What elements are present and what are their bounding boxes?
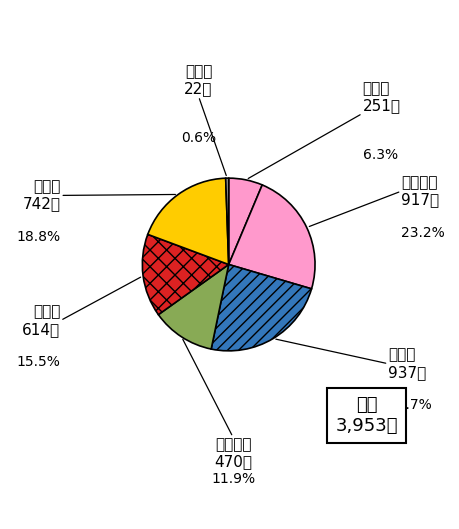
Text: 台湾籍
22件: 台湾籍 22件 [184, 63, 212, 96]
Wedge shape [158, 264, 228, 349]
Wedge shape [228, 178, 262, 264]
Text: 6.3%: 6.3% [362, 148, 397, 162]
Wedge shape [211, 264, 311, 351]
Text: 18.8%: 18.8% [16, 230, 60, 244]
Text: 合計
3,953件: 合計 3,953件 [335, 396, 397, 435]
Text: 中国籍
614件: 中国籍 614件 [22, 304, 60, 337]
Text: 11.9%: 11.9% [211, 472, 255, 486]
Text: その他
251件: その他 251件 [362, 81, 400, 113]
Text: 米国籍
937件: 米国籍 937件 [387, 348, 426, 380]
Text: 韓国籍
742件: 韓国籍 742件 [22, 179, 60, 212]
Wedge shape [142, 234, 228, 315]
Wedge shape [225, 178, 228, 264]
Text: 23.2%: 23.2% [401, 226, 444, 240]
Text: 0.6%: 0.6% [180, 131, 216, 144]
Text: 日本国籍
917件: 日本国籍 917件 [401, 175, 438, 207]
Text: 欧州国籍
470件: 欧州国籍 470件 [213, 437, 252, 470]
Text: 15.5%: 15.5% [17, 355, 60, 369]
Wedge shape [228, 185, 314, 289]
Text: 23.7%: 23.7% [387, 398, 431, 412]
Wedge shape [147, 178, 228, 264]
